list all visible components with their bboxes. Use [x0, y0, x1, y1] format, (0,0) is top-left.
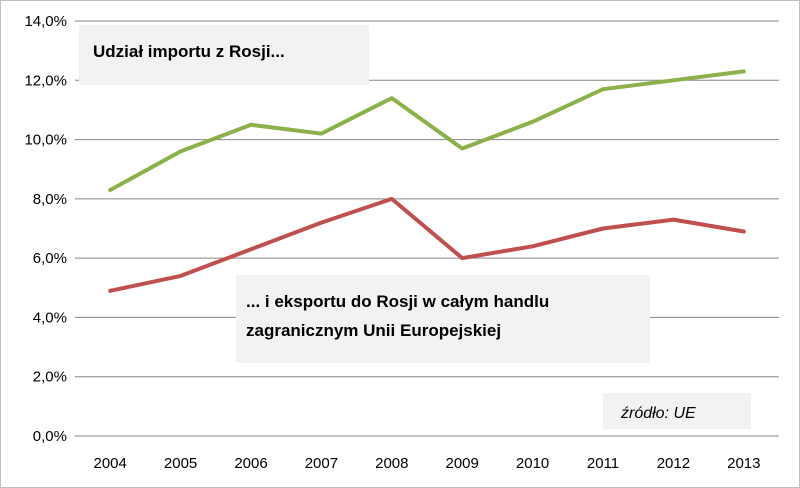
x-tick-label: 2009 — [446, 455, 479, 472]
x-tick-label: 2008 — [375, 455, 408, 472]
y-tick-label: 4,0% — [33, 309, 67, 326]
export-annotation-box — [236, 275, 650, 363]
x-tick-label: 2006 — [234, 455, 267, 472]
y-tick-label: 2,0% — [33, 369, 67, 386]
x-tick-label: 2005 — [164, 455, 197, 472]
export-annotation-line1: ... i eksportu do Rosji w całym handlu — [246, 292, 549, 311]
x-tick-label: 2007 — [305, 455, 338, 472]
import-series-line — [108, 69, 746, 192]
export-series-line — [108, 196, 746, 293]
y-tick-label: 8,0% — [33, 191, 67, 208]
import-annotation: Udział importu z Rosji... — [93, 42, 285, 61]
x-tick-label: 2013 — [727, 455, 760, 472]
export-annotation-line2: zagranicznym Unii Europejskiej — [246, 321, 501, 340]
y-tick-label: 14,0% — [24, 13, 67, 30]
x-tick-label: 2010 — [516, 455, 549, 472]
y-axis-tick-labels: 0,0% 2,0% 4,0% 6,0% 8,0% 10,0% 12,0% 14,0% — [24, 13, 67, 445]
x-tick-label: 2004 — [94, 455, 127, 472]
x-tick-label: 2012 — [657, 455, 690, 472]
y-tick-label: 0,0% — [33, 428, 67, 445]
x-tick-label: 2011 — [587, 455, 619, 472]
import-annotation-box — [79, 25, 369, 85]
y-tick-label: 12,0% — [24, 72, 67, 89]
series-lines — [108, 69, 746, 293]
y-tick-label: 10,0% — [24, 132, 67, 149]
source-annotation: źródło: UE — [620, 405, 696, 422]
x-axis-tick-labels: 2004 2005 2006 2007 2008 2009 2010 2011 2012 2013 — [94, 455, 761, 472]
source-annotation-box — [603, 393, 751, 429]
y-tick-label: 6,0% — [33, 250, 67, 267]
